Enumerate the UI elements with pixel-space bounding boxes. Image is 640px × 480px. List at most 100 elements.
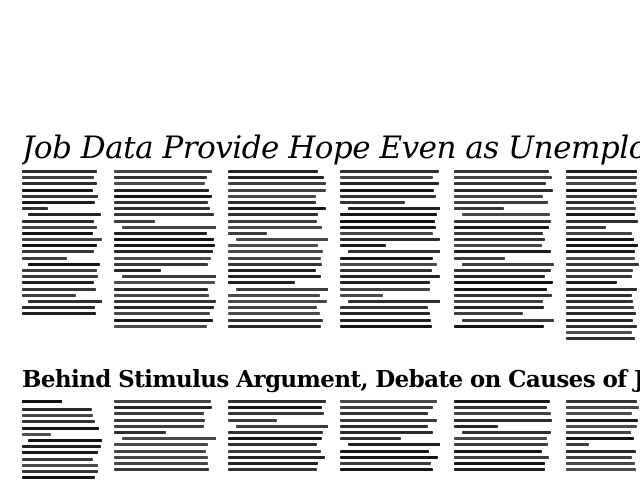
text-line: [22, 476, 96, 480]
text-line: [114, 194, 212, 198]
text-line: [340, 231, 434, 235]
text-line: [454, 225, 549, 229]
text-line: [114, 250, 213, 254]
text-line: [228, 275, 322, 279]
text-line: [22, 225, 98, 229]
text-line: [566, 182, 637, 186]
text-line: [114, 412, 204, 416]
article-2-column-4: [340, 400, 440, 480]
text-line: [454, 449, 543, 453]
text-line: [114, 449, 206, 453]
text-line: [566, 275, 632, 279]
text-line: [22, 244, 97, 248]
text-line: [22, 188, 94, 192]
text-line: [114, 306, 215, 310]
text-line: [114, 176, 207, 180]
text-line: [454, 238, 545, 242]
text-line: [22, 231, 93, 235]
article-1-headline: Job Data Provide Hope Even as Unemployme…: [22, 130, 640, 166]
text-line: [566, 176, 638, 180]
text-line: [228, 449, 322, 453]
text-line: [22, 207, 49, 211]
text-line: [114, 400, 212, 403]
text-line: [454, 412, 552, 416]
text-line: [228, 194, 317, 198]
text-line: [454, 299, 544, 303]
text-line: [228, 256, 321, 260]
text-line: [114, 170, 212, 173]
text-line: [454, 176, 552, 180]
text-line: [228, 418, 277, 422]
text-line: [228, 400, 326, 403]
text-line: [566, 406, 639, 410]
text-line: [566, 262, 639, 266]
text-line: [114, 430, 167, 434]
text-line: [340, 188, 434, 192]
text-line: [340, 424, 429, 428]
text-line: [566, 443, 589, 447]
text-line: [22, 408, 93, 411]
text-line: [22, 457, 93, 461]
text-line: [228, 324, 321, 328]
text-line: [228, 170, 318, 173]
text-line: [340, 293, 383, 297]
text-line: [454, 250, 551, 254]
text-line: [114, 455, 208, 459]
text-line: [228, 262, 322, 266]
text-line: [462, 213, 551, 217]
blank-margin: [0, 0, 640, 125]
text-line: [454, 188, 553, 192]
text-line: [228, 455, 326, 459]
text-line: [228, 176, 325, 180]
text-line: [348, 250, 440, 254]
text-line: [28, 262, 101, 266]
text-line: [22, 414, 94, 418]
text-line: [566, 412, 633, 416]
text-line: [228, 443, 318, 447]
text-line: [566, 287, 637, 291]
text-line: [114, 182, 205, 186]
text-line: [114, 269, 161, 272]
text-line: [22, 238, 102, 242]
byline: [22, 400, 62, 403]
text-line: [566, 188, 638, 192]
text-line: [114, 299, 216, 303]
text-line: [22, 182, 97, 186]
text-line: [22, 281, 94, 285]
text-line: [566, 293, 632, 297]
text-line: [22, 312, 97, 316]
text-line: [566, 449, 637, 453]
article-2-column-3: [228, 400, 328, 480]
text-line: [454, 231, 544, 235]
text-line: [462, 318, 554, 322]
text-line: [566, 219, 638, 223]
text-line: [340, 269, 433, 272]
text-line: [454, 244, 543, 248]
text-line: [228, 430, 324, 434]
text-line: [454, 293, 552, 297]
text-line: [566, 213, 635, 217]
text-line: [22, 469, 99, 473]
article-1-column-3: [228, 170, 328, 360]
text-line: [566, 400, 637, 403]
text-line: [228, 406, 323, 410]
text-line: [22, 306, 95, 310]
text-line: [566, 318, 634, 322]
text-line: [454, 182, 547, 186]
article-1-column-6: [566, 170, 640, 360]
text-line: [22, 194, 99, 198]
text-line: [566, 281, 618, 285]
text-line: [340, 324, 432, 328]
text-line: [566, 330, 632, 334]
text-line: [454, 306, 544, 310]
text-line: [28, 299, 102, 303]
text-line: [22, 287, 96, 291]
text-line: [462, 262, 554, 266]
text-line: [22, 420, 96, 424]
text-line: [228, 437, 322, 441]
text-line: [340, 244, 386, 248]
text-line: [22, 293, 76, 297]
text-line: [454, 287, 547, 291]
text-line: [114, 324, 207, 328]
text-line: [22, 219, 94, 223]
